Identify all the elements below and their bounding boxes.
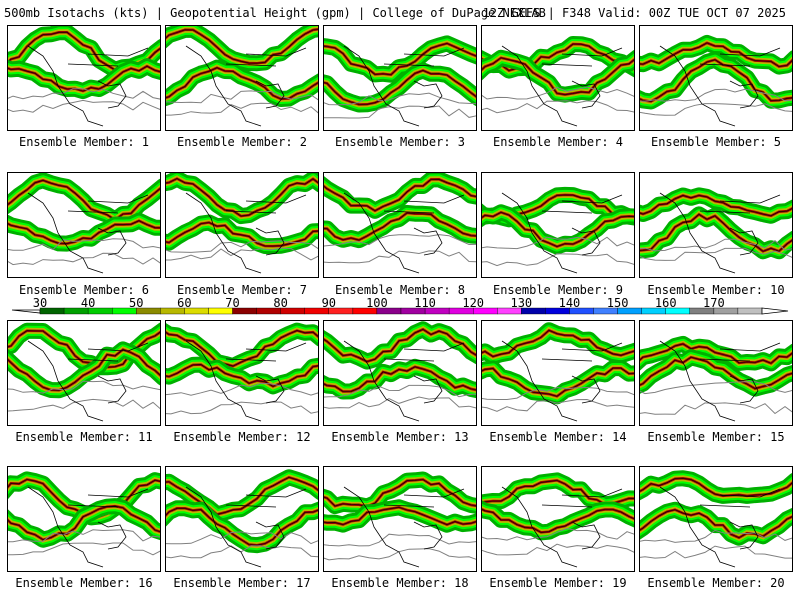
panel-caption: Ensemble Member: 1	[18, 135, 150, 149]
ensemble-panel-18	[323, 466, 477, 572]
ensemble-panel-17	[165, 466, 319, 572]
colorbar-tick-label: 150	[606, 296, 629, 310]
colorbar-tick-label: 90	[321, 296, 337, 310]
wind-speed-colorbar	[11, 307, 789, 315]
ensemble-panel-9	[481, 172, 635, 278]
ensemble-panel-11	[7, 320, 161, 426]
panel-caption: Ensemble Member: 10	[647, 283, 785, 297]
colorbar-tick-label: 170	[703, 296, 725, 310]
chart-title: 500mb Isotachs (kts) | Geopotential Heig…	[4, 6, 546, 20]
colorbar-tick-label: 110	[414, 296, 436, 310]
ensemble-panel-8	[323, 172, 477, 278]
colorbar-tick-label: 120	[462, 296, 485, 310]
ensemble-panel-16	[7, 466, 161, 572]
ensemble-panel-10	[639, 172, 793, 278]
panel-caption: Ensemble Member: 7	[176, 283, 308, 297]
panel-caption: Ensemble Member: 8	[334, 283, 466, 297]
ensemble-panel-6	[7, 172, 161, 278]
model-valid-time: 12Z GEFS | F348 Valid: 00Z TUE OCT 07 20…	[482, 6, 786, 20]
colorbar-tick-label: 30	[32, 296, 48, 310]
panel-caption: Ensemble Member: 6	[18, 283, 150, 297]
panel-caption: Ensemble Member: 3	[334, 135, 466, 149]
ensemble-panel-20	[639, 466, 793, 572]
colorbar-tick-label: 160	[654, 296, 677, 310]
panel-caption: Ensemble Member: 12	[173, 430, 311, 444]
panel-caption: Ensemble Member: 16	[15, 576, 153, 590]
ensemble-panel-13	[323, 320, 477, 426]
ensemble-panel-3	[323, 25, 477, 131]
colorbar-left-arrow	[11, 309, 41, 314]
ensemble-panel-19	[481, 466, 635, 572]
panel-caption: Ensemble Member: 11	[15, 430, 153, 444]
panel-caption: Ensemble Member: 13	[331, 430, 469, 444]
panel-caption: Ensemble Member: 19	[489, 576, 627, 590]
colorbar-swatch	[737, 307, 763, 315]
colorbar-tick-label: 40	[80, 296, 96, 310]
colorbar-right-arrow	[761, 307, 789, 315]
ensemble-panel-1	[7, 25, 161, 131]
ensemble-panel-7	[165, 172, 319, 278]
ensemble-panel-14	[481, 320, 635, 426]
panel-caption: Ensemble Member: 14	[489, 430, 627, 444]
colorbar-tick-label: 50	[129, 296, 144, 310]
panel-caption: Ensemble Member: 17	[173, 576, 311, 590]
colorbar-tick-label: 70	[225, 296, 240, 310]
panel-caption: Ensemble Member: 18	[331, 576, 469, 590]
panel-caption: Ensemble Member: 4	[492, 135, 624, 149]
panel-caption: Ensemble Member: 20	[647, 576, 785, 590]
ensemble-panel-15	[639, 320, 793, 426]
ensemble-panel-2	[165, 25, 319, 131]
colorbar-tick-label: 100	[366, 296, 388, 310]
ensemble-panel-4	[481, 25, 635, 131]
panel-caption: Ensemble Member: 5	[650, 135, 782, 149]
ensemble-panel-12	[165, 320, 319, 426]
colorbar-tick-label: 60	[177, 296, 192, 310]
colorbar-tick-label: 140	[558, 296, 581, 310]
ensemble-panel-5	[639, 25, 793, 131]
panel-caption: Ensemble Member: 15	[647, 430, 785, 444]
colorbar-tick-label: 80	[273, 296, 288, 310]
colorbar-tick-label: 130	[510, 296, 533, 310]
panel-caption: Ensemble Member: 9	[492, 283, 624, 297]
panel-caption: Ensemble Member: 2	[176, 135, 308, 149]
